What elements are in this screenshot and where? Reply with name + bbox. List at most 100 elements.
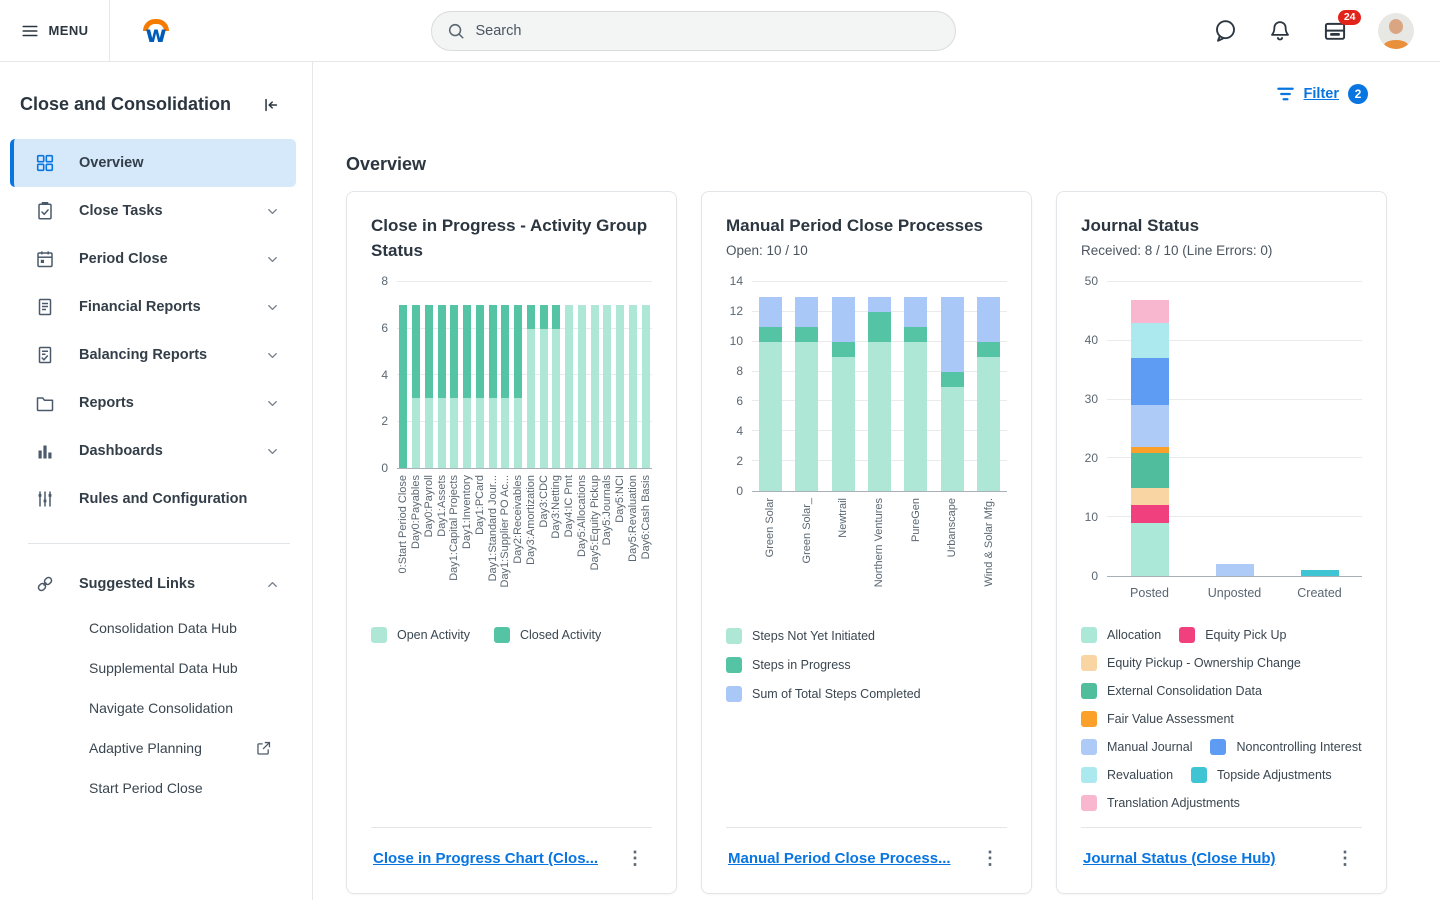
workday-logo[interactable]: w — [139, 18, 173, 46]
sidebar-link-navigate-consolidation[interactable]: Navigate Consolidation — [0, 688, 312, 728]
legend-swatch — [726, 628, 742, 644]
legend-swatch — [726, 686, 742, 702]
legend-swatch — [1191, 767, 1208, 783]
bar-segment — [867, 311, 891, 342]
sidebar-link-consolidation-data-hub[interactable]: Consolidation Data Hub — [0, 608, 312, 648]
chart-legend: Steps Not Yet Initiated Steps in Progress… — [726, 628, 1007, 702]
filter-link[interactable]: Filter — [1303, 86, 1339, 102]
document-icon — [35, 297, 55, 317]
bar-segment — [450, 305, 459, 399]
stacked-bar — [450, 282, 459, 468]
x-tick-label: Newtrail — [837, 498, 850, 538]
legend-label: Revaluation — [1107, 768, 1174, 782]
inbox-tray[interactable]: 24 — [1322, 9, 1361, 44]
bar-segment — [795, 341, 819, 491]
bar-segment — [450, 398, 459, 468]
legend-item: Translation Adjustments — [1081, 795, 1240, 811]
card-footer-link[interactable]: Journal Status (Close Hub) — [1083, 850, 1276, 867]
bar-segment — [1130, 358, 1169, 406]
y-tick-label: 12 — [729, 304, 743, 318]
sidebar-item-period-close[interactable]: Period Close — [10, 235, 296, 283]
notifications-bell-icon[interactable] — [1268, 19, 1292, 43]
sidebar-item-dashboards[interactable]: Dashboards — [10, 427, 296, 475]
legend-label: Allocation — [1107, 628, 1162, 642]
bar-segment — [758, 296, 782, 327]
search-area — [173, 10, 1213, 51]
sidebar-item-rules-and-configuration[interactable]: Rules and Configuration — [10, 475, 296, 523]
x-tick-label: Posted — [1130, 586, 1169, 600]
card-title: Manual Period Close Processes — [726, 216, 983, 235]
legend-label: Noncontrolling Interest — [1236, 740, 1362, 754]
x-tick-label: Day1:PCard — [473, 475, 486, 535]
menu-label: MENU — [48, 23, 89, 38]
legend-label: Steps Not Yet Initiated — [752, 629, 876, 643]
logo-arc — [143, 18, 169, 31]
bar-segment — [1215, 564, 1254, 576]
sidebar-title: Close and Consolidation — [20, 94, 232, 114]
chart-legend: Allocation Equity Pick Up Equity Pickup - … — [1081, 627, 1362, 811]
bar-segment — [977, 341, 1001, 357]
gridline — [397, 420, 652, 422]
search-input[interactable] — [475, 22, 940, 39]
sidebar-item-financial-reports[interactable]: Financial Reports — [10, 283, 296, 331]
x-tick-label: Green Solar — [764, 498, 777, 558]
bar-segment — [488, 398, 497, 468]
sidebar-item-balancing-reports[interactable]: Balancing Reports — [10, 331, 296, 379]
topbar-icons: 24 — [1213, 9, 1440, 49]
sub-link-label: Consolidation Data Hub — [89, 620, 237, 636]
external-link-icon — [255, 740, 272, 757]
chart-x-labels: Posted Unposted Created — [1107, 577, 1362, 601]
legend-item: Fair Value Assessment — [1081, 711, 1234, 727]
legend-label: Topside Adjustments — [1217, 768, 1332, 782]
x-tick-label: Wind & Solar Mfg. — [982, 498, 995, 587]
hamburger-icon — [21, 22, 39, 40]
x-tick-label: Day3:Netting — [550, 475, 563, 539]
x-tick-label: Day1:Capital Projects — [448, 475, 461, 581]
card-footer-link[interactable]: Close in Progress Chart (Clos... — [373, 850, 599, 867]
sidebar-item-overview[interactable]: Overview — [10, 139, 296, 187]
stacked-bar — [501, 282, 510, 468]
stacked-bar — [1300, 282, 1339, 576]
link-icon — [35, 574, 55, 594]
bar-segment — [552, 328, 561, 468]
clipboard-list-icon — [35, 345, 55, 365]
y-tick-label: 10 — [729, 334, 743, 348]
x-tick-label: Day4:IC Pmt — [563, 475, 576, 538]
y-tick-label: 4 — [381, 367, 388, 382]
chevron-down-icon — [265, 396, 280, 411]
bar-segment — [514, 398, 523, 468]
kebab-menu-icon[interactable]: ⋮ — [626, 848, 644, 868]
kebab-menu-icon[interactable]: ⋮ — [1336, 848, 1354, 868]
sidebar-link-supplemental-data-hub[interactable]: Supplemental Data Hub — [0, 648, 312, 688]
chevron-down-icon — [265, 444, 280, 459]
sidebar-item-reports[interactable]: Reports — [10, 379, 296, 427]
grid-icon — [35, 153, 55, 173]
bar-segment — [437, 305, 446, 399]
sidebar-link-start-period-close[interactable]: Start Period Close — [0, 768, 312, 808]
sidebar-link-adaptive-planning[interactable]: Adaptive Planning — [0, 728, 312, 768]
search-bar[interactable] — [430, 10, 956, 51]
collapse-sidebar-icon[interactable] — [262, 96, 280, 114]
sidebar-item-suggested-links[interactable]: Suggested Links — [10, 560, 296, 608]
bar-segment — [758, 341, 782, 491]
bar-segment — [831, 296, 855, 342]
card-footer-link[interactable]: Manual Period Close Process... — [728, 850, 951, 867]
sidebar: Close and Consolidation Overview Close T… — [0, 62, 313, 900]
bar-segment — [424, 398, 433, 468]
avatar[interactable] — [1378, 12, 1414, 49]
bar-segment — [552, 305, 561, 329]
legend-item: Sum of Total Steps Completed — [726, 686, 1007, 702]
bar-segment — [577, 305, 586, 468]
menu-button[interactable]: MENU — [0, 0, 110, 61]
sidebar-item-close-tasks[interactable]: Close Tasks — [10, 187, 296, 235]
bar-segment — [412, 398, 421, 468]
chart-x-labels: 0:Start Period Close Day0:Payables Day0:Pa… — [397, 469, 652, 601]
y-tick-label: 6 — [381, 320, 388, 335]
kebab-menu-icon[interactable]: ⋮ — [981, 848, 999, 868]
chat-icon[interactable] — [1213, 18, 1238, 43]
sidebar-divider — [28, 543, 290, 544]
bar-segment — [501, 398, 510, 468]
stacked-bar — [539, 282, 548, 468]
x-tick-label: Day1:Supplier PO Ac... — [499, 475, 512, 588]
bar-segment — [1130, 323, 1169, 359]
